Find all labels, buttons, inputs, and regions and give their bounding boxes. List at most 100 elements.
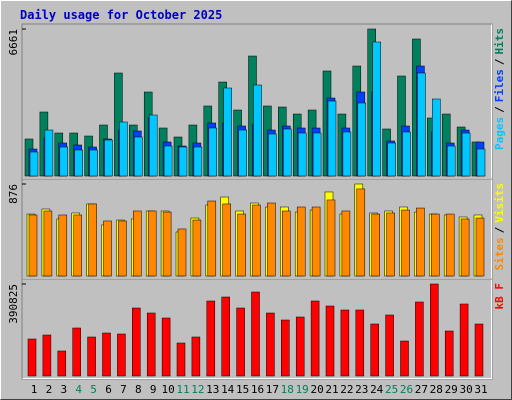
bar <box>237 213 246 277</box>
bar <box>386 212 395 277</box>
bar <box>283 128 292 177</box>
bar <box>310 300 320 377</box>
x-tick-label: 29 <box>445 383 458 396</box>
x-tick-label: 27 <box>415 383 428 396</box>
bar <box>357 102 367 177</box>
panel-edge <box>22 279 492 379</box>
legend-entry: Hits <box>493 28 506 55</box>
bar <box>103 220 112 277</box>
bar <box>43 210 53 277</box>
bar <box>459 303 469 377</box>
bar <box>325 305 335 377</box>
bar <box>27 338 37 377</box>
bar <box>460 218 470 277</box>
bar <box>59 146 69 177</box>
bar <box>74 149 83 177</box>
bar <box>400 340 409 377</box>
bar <box>44 129 54 177</box>
x-tick-label: 20 <box>310 383 323 396</box>
bar <box>134 136 143 177</box>
x-tick-label: 11 <box>176 383 189 396</box>
y-tick-label: 876 <box>7 184 20 204</box>
bar <box>206 300 216 377</box>
bar <box>356 188 366 277</box>
bar <box>178 146 188 177</box>
bar <box>191 336 201 377</box>
bar <box>146 312 156 377</box>
x-tick-label: 6 <box>105 383 112 396</box>
bar <box>430 283 439 377</box>
bar <box>88 203 97 277</box>
bar <box>207 200 217 277</box>
bar <box>161 317 171 377</box>
bar <box>340 309 350 377</box>
bar <box>177 228 187 277</box>
bar <box>461 132 471 177</box>
bar <box>401 209 410 277</box>
bar <box>132 307 141 377</box>
bar <box>29 151 39 177</box>
bar <box>266 312 275 377</box>
bar <box>417 72 426 177</box>
bar <box>223 87 232 177</box>
bar <box>251 291 260 377</box>
x-tick-label: 7 <box>120 383 127 396</box>
x-tick-label: 10 <box>161 383 174 396</box>
legend: Sites / Visits <box>493 183 506 271</box>
bar <box>208 127 218 177</box>
bar <box>297 132 307 177</box>
bar <box>42 334 52 377</box>
x-tick-label: 22 <box>340 383 353 396</box>
x-tick-label: 19 <box>296 383 309 396</box>
legend: kB F <box>493 283 506 310</box>
bar <box>162 211 172 277</box>
bar <box>431 213 440 277</box>
x-tick-label: 17 <box>266 383 279 396</box>
bar <box>370 323 379 377</box>
bar <box>73 214 82 277</box>
bar <box>192 219 202 277</box>
bar <box>387 142 396 177</box>
bar <box>446 145 456 177</box>
legend-entry: kB F <box>493 283 506 310</box>
x-tick-label: 1 <box>31 383 38 396</box>
bar <box>371 213 380 277</box>
bar <box>87 336 96 377</box>
bar <box>295 316 305 377</box>
bar <box>163 145 173 177</box>
bar <box>282 210 291 277</box>
bar <box>296 206 306 277</box>
bar <box>147 210 157 277</box>
bar <box>133 210 142 277</box>
bar <box>402 131 411 177</box>
bar <box>341 210 351 277</box>
x-tick-label: 3 <box>60 383 67 396</box>
x-tick-label: 5 <box>90 383 97 396</box>
bar <box>355 309 365 377</box>
bar <box>89 149 98 177</box>
bar <box>119 121 128 177</box>
bar <box>432 98 441 177</box>
bar <box>102 332 111 377</box>
bar <box>117 333 126 377</box>
x-tick-label: 12 <box>191 383 204 396</box>
x-tick-label: 2 <box>46 383 53 396</box>
legend-separator: / <box>493 58 506 65</box>
x-tick-label: 15 <box>236 383 249 396</box>
bar <box>445 213 455 277</box>
y-tick-label: 390825 <box>7 284 20 324</box>
x-tick-label: 25 <box>385 383 398 396</box>
x-tick-label: 9 <box>150 383 157 396</box>
legend-separator: / <box>493 106 506 113</box>
bar <box>221 296 230 377</box>
bar <box>415 301 424 377</box>
bar <box>327 100 337 177</box>
x-tick-label: 16 <box>251 383 264 396</box>
x-tick-label: 28 <box>430 383 443 396</box>
legend-entry: Pages <box>493 117 506 150</box>
x-tick-label: 26 <box>400 383 413 396</box>
bar <box>193 146 203 177</box>
x-tick-label: 14 <box>221 383 235 396</box>
legend-entry: Visits <box>493 183 506 223</box>
